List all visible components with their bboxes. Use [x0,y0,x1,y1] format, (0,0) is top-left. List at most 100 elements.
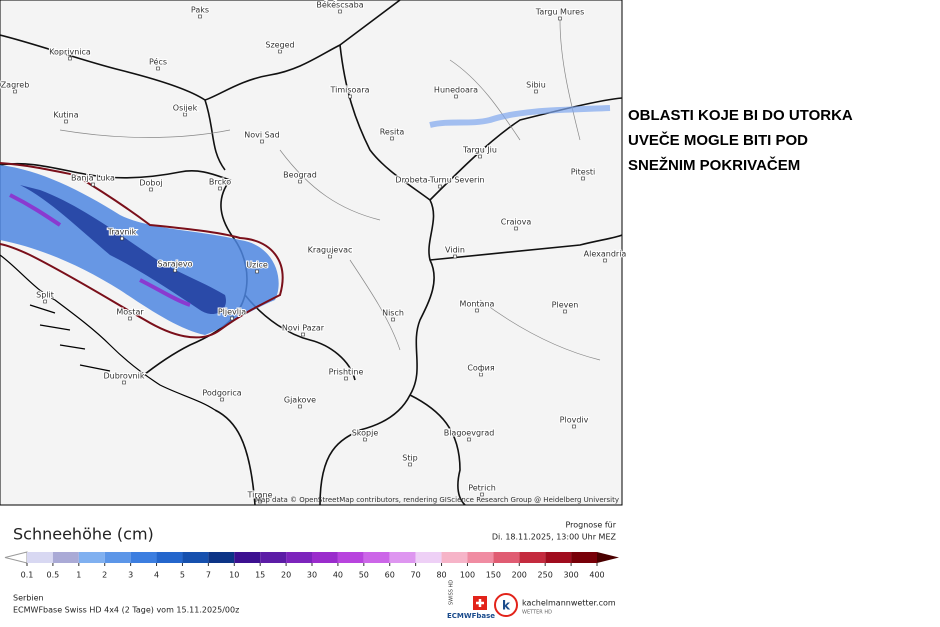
city-dot [230,316,234,321]
legend-swatch [493,552,520,563]
city-dot [258,499,262,504]
legend-tick-label: 30 [307,571,317,580]
annotation: OBLASTI KOJE BI DO UTORKA UVEČE MOGLE BI… [628,107,853,174]
city-dot [391,317,395,322]
swiss-cross [476,599,484,607]
city-label: Podgorica [202,389,241,398]
subdivision [59,19,601,361]
city-dot [475,308,479,313]
city-label: Resita [380,128,405,137]
site-logo [494,593,518,617]
city-label: Dubrovnik [104,372,145,381]
city-label: Mostar [116,308,144,317]
city-label: Skopje [352,429,379,438]
city-label: Brcko [209,178,231,187]
legend-tick-label: 5 [180,571,185,580]
city-label: Split [36,291,54,300]
city-label: Vidin [445,246,465,255]
city-label: Blagoevgrad [444,429,495,438]
city-label: Targu Jiu [462,146,497,155]
legend-swatch [52,552,79,563]
legend-tick-label: 40 [333,571,343,580]
city-dot [173,268,177,273]
border [0,0,401,101]
city-dot [534,89,538,94]
legend-tick-label: 50 [359,571,369,580]
city-dot [68,56,72,61]
site: kachelmannwetter.com [522,599,616,608]
legend: Schneehöhe (cm) Prognose für Di. 18.11.2… [4,521,619,620]
city-dot [156,66,160,71]
city-label: Hunedoara [434,86,478,95]
city-label: Travnik [107,228,137,237]
legend-swatch [78,552,105,563]
legend-tick-label: 15 [255,571,265,580]
city-dot [558,16,562,21]
legend-swatch [104,552,131,563]
forecast-time: Di. 18.11.2025, 13:00 Uhr MEZ [492,533,617,542]
city-dot [603,258,607,263]
annotation-line: UVEČE MOGLE BITI POD [628,131,808,149]
city-dot [43,299,47,304]
city-label: Kragujevac [308,246,353,255]
city-dot [348,94,352,99]
city-label: Gjakove [284,396,316,405]
legend-swatch [312,552,338,563]
legend-swatch [130,552,157,563]
city-label: Petrich [468,484,496,493]
city-label: Novi Pazar [282,324,325,333]
legend-tick-label: 0.1 [21,571,34,580]
city-label: Plovdiv [560,416,589,425]
legend-swatch [363,552,390,563]
city-label: Craiova [501,218,532,227]
legend-tick-label: 60 [385,571,395,580]
city-label: Pécs [149,57,167,67]
city-dot [344,376,348,381]
legend-swatch [467,552,494,563]
legend-swatch [234,552,261,563]
city-dot [480,492,484,497]
city-label: Timisoara [329,86,369,95]
legend-tick-label: 300 [563,571,578,580]
legend-tick-label: 150 [486,571,501,580]
snow-area [9,193,191,307]
city-dot [563,309,567,314]
city-label: Banja Luka [71,174,115,183]
city-label: Pitesti [571,168,595,177]
legend-tick-label: 0.5 [47,571,60,580]
legend-arrow-right [597,552,619,563]
legend-tick-label: 80 [436,571,446,580]
model: ECMWFbase Swiss HD 4x4 (2 Tage) vom 15.1… [13,606,239,615]
coast [0,254,216,411]
city-dot [328,254,332,259]
legend-swatch [389,552,416,563]
legend-swatch [286,552,312,563]
city-label: Beograd [283,171,317,180]
city-dot [408,462,412,467]
legend-tick-label: 250 [538,571,553,580]
city-dot [183,112,187,117]
city-label: Prishtine [329,368,364,377]
city-dot [120,236,124,241]
legend-tick-label: 2 [102,571,107,580]
city-dot [478,154,482,159]
city-dot [338,9,342,14]
city-label: Osijek [173,104,198,113]
city-dot [278,49,282,54]
city-dot [218,186,222,191]
city-label: Sibiu [526,81,546,90]
legend-swatch [260,552,287,563]
city-dot [260,139,264,144]
city-label: Zagreb [1,81,30,90]
snow-area [20,185,226,315]
attribution: Map data © OpenStreetMap contributors, r… [255,496,619,504]
city-label: Paks [191,6,209,15]
legend-swatch [519,552,546,563]
legend-title: Schneehöhe (cm) [13,525,154,544]
site-logo-k: k [502,599,511,613]
legend-swatch [441,552,468,563]
city-dot [363,437,367,442]
city-dot [298,404,302,409]
legend-tick-label: 7 [206,571,211,580]
